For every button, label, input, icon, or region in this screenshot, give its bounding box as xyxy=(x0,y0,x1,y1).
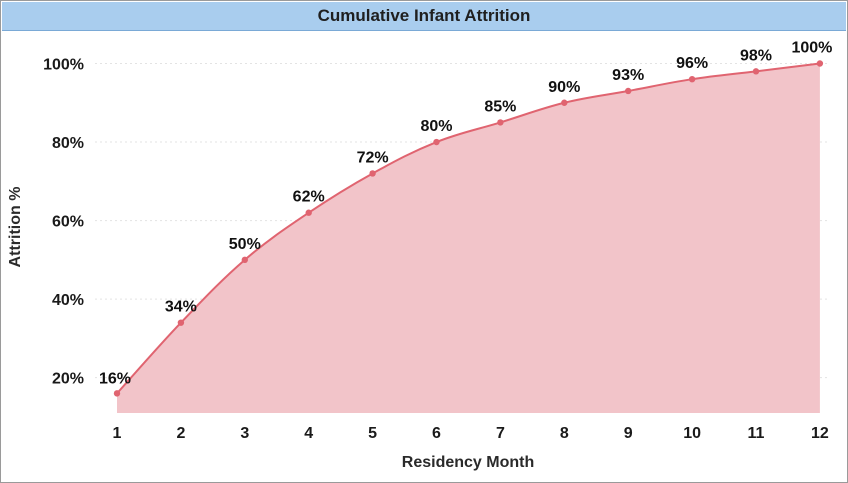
y-tick-label: 20% xyxy=(52,371,84,388)
data-label: 62% xyxy=(293,189,325,206)
x-axis-ticks: 1 2 3 4 5 6 7 8 9 10 11 12 xyxy=(113,425,829,442)
data-label: 34% xyxy=(165,299,197,316)
data-point xyxy=(561,99,568,106)
data-label: 96% xyxy=(676,55,708,72)
x-tick-label: 10 xyxy=(683,425,701,442)
area-fill xyxy=(117,63,820,413)
y-tick-label: 40% xyxy=(52,292,84,309)
x-tick-label: 8 xyxy=(560,425,569,442)
x-axis-title: Residency Month xyxy=(402,454,534,471)
data-label: 16% xyxy=(99,370,131,387)
data-point xyxy=(177,319,185,326)
data-label: 50% xyxy=(229,236,261,253)
x-tick-label: 1 xyxy=(113,425,122,442)
y-axis-ticks: 20% 40% 60% 80% 100% xyxy=(43,56,84,387)
data-point xyxy=(433,138,440,146)
data-point xyxy=(369,170,376,177)
x-tick-label: 11 xyxy=(748,425,765,442)
y-axis-title: Attrition % xyxy=(7,187,24,268)
data-point xyxy=(113,390,121,397)
x-tick-label: 3 xyxy=(240,425,249,442)
data-points xyxy=(113,60,824,397)
data-label: 85% xyxy=(484,98,516,115)
y-tick-label: 100% xyxy=(43,56,84,73)
data-point xyxy=(752,68,760,75)
x-tick-label: 9 xyxy=(624,425,633,442)
data-point xyxy=(241,256,248,264)
chart-title-bar: Cumulative Infant Attrition xyxy=(2,2,846,31)
data-label: 72% xyxy=(357,149,389,166)
data-point xyxy=(816,60,824,67)
chart-title: Cumulative Infant Attrition xyxy=(317,6,531,25)
data-point xyxy=(497,119,504,126)
data-point xyxy=(625,87,632,95)
series-line xyxy=(116,62,821,395)
x-tick-label: 4 xyxy=(304,425,313,442)
data-labels: 16% 34% 50% 62% 72% 80% 85% 90% 93% 96% 98% 100% xyxy=(99,39,832,387)
y-tick-label: 80% xyxy=(52,135,84,152)
data-label: 80% xyxy=(420,118,452,135)
data-label: 93% xyxy=(612,67,644,84)
data-point xyxy=(305,209,312,216)
y-tick-label: 60% xyxy=(52,214,84,231)
data-label: 98% xyxy=(740,47,772,64)
x-tick-label: 12 xyxy=(811,425,829,442)
data-label: 90% xyxy=(548,79,580,96)
data-point xyxy=(688,75,696,83)
x-tick-label: 7 xyxy=(496,425,505,442)
x-tick-label: 2 xyxy=(176,425,185,442)
x-tick-label: 5 xyxy=(368,425,377,442)
x-tick-label: 6 xyxy=(432,425,441,442)
area-series xyxy=(116,62,821,413)
data-label: 100% xyxy=(791,39,832,56)
